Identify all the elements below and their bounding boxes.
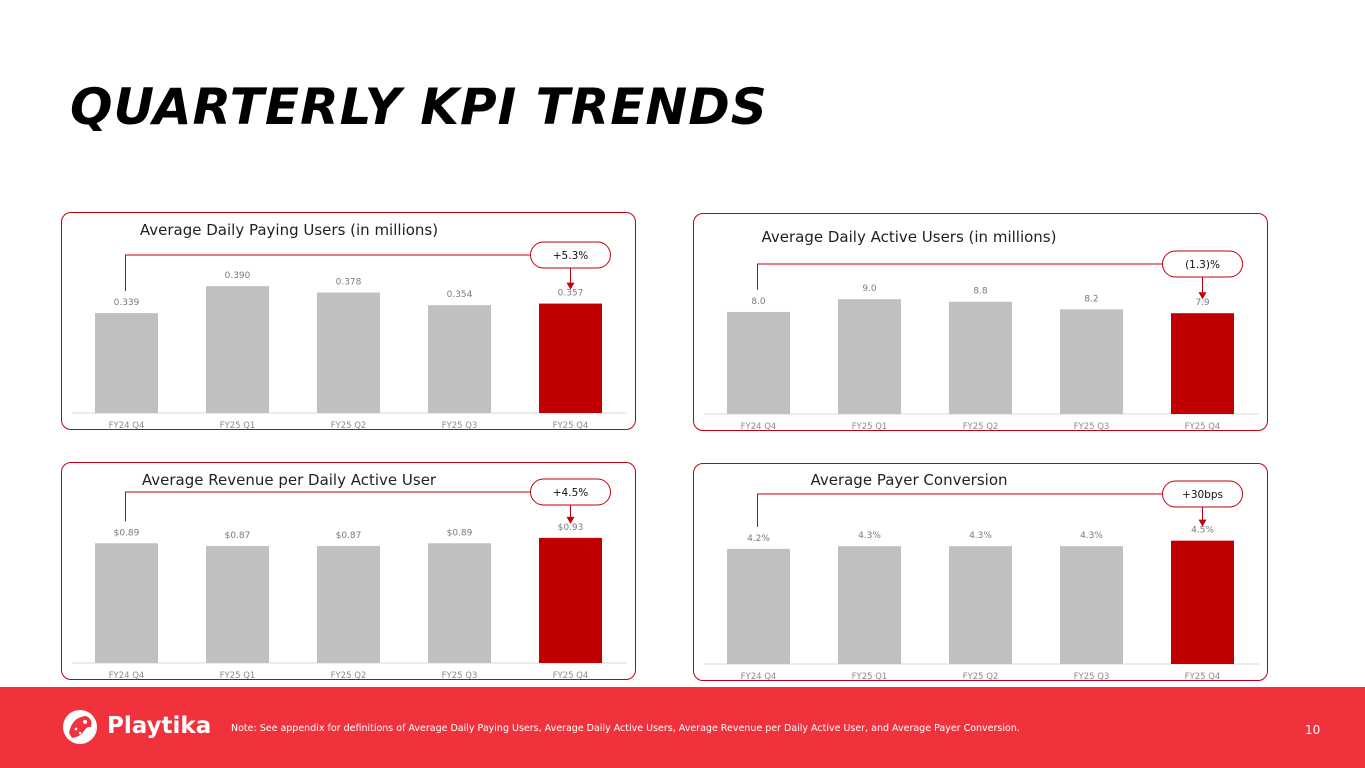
category-tick-label: FY25 Q4 bbox=[1185, 672, 1221, 681]
category-tick-label: FY24 Q4 bbox=[741, 422, 777, 431]
chart-panel-payer-conversion: Average Payer Conversion 4.2% FY24 Q4 4.3% F… bbox=[693, 463, 1268, 681]
bar bbox=[428, 305, 491, 413]
bar bbox=[838, 299, 901, 414]
bar bbox=[539, 537, 602, 663]
change-arrow-icon bbox=[566, 282, 575, 290]
data-label: 4.3% bbox=[969, 531, 992, 541]
bar bbox=[1171, 313, 1234, 414]
category-tick-label: FY25 Q3 bbox=[442, 421, 478, 430]
bar bbox=[838, 546, 901, 664]
change-bracket bbox=[757, 493, 1163, 527]
brand-logo: Playtika bbox=[60, 707, 212, 747]
bar bbox=[949, 546, 1012, 664]
category-tick-label: FY25 Q2 bbox=[963, 672, 999, 681]
category-tick-label: FY25 Q2 bbox=[331, 671, 367, 680]
category-tick-label: FY25 Q1 bbox=[852, 422, 888, 431]
bar bbox=[206, 286, 269, 413]
footer-bar: Playtika Note: See appendix for definiti… bbox=[0, 687, 1365, 768]
data-label: $0.87 bbox=[336, 531, 362, 541]
change-arrow-icon bbox=[1198, 292, 1207, 300]
data-label: 9.0 bbox=[862, 284, 877, 294]
change-label: (1.3)% bbox=[1185, 259, 1220, 271]
data-label: 0.378 bbox=[336, 277, 362, 287]
bar bbox=[317, 292, 380, 413]
category-tick-label: FY25 Q1 bbox=[220, 421, 256, 430]
data-label: 4.3% bbox=[858, 531, 881, 541]
chart-title: Average Daily Active Users (in millions) bbox=[762, 228, 1057, 246]
bar bbox=[539, 303, 602, 413]
chart-panel-daily-active-users: Average Daily Active Users (in millions)… bbox=[693, 213, 1268, 431]
category-tick-label: FY25 Q3 bbox=[442, 671, 478, 680]
change-bracket bbox=[125, 254, 531, 292]
chart-title: Average Revenue per Daily Active User bbox=[142, 471, 437, 489]
data-label: 4.3% bbox=[1080, 531, 1103, 541]
category-tick-label: FY25 Q2 bbox=[331, 421, 367, 430]
change-arrow-icon bbox=[1198, 519, 1207, 527]
category-tick-label: FY25 Q1 bbox=[852, 672, 888, 681]
data-label: 7.9 bbox=[1195, 298, 1210, 308]
category-tick-label: FY25 Q3 bbox=[1074, 422, 1110, 431]
bar bbox=[727, 311, 790, 414]
data-label: 0.357 bbox=[558, 289, 584, 299]
bar bbox=[95, 543, 158, 663]
bar-chart-svg: Average Revenue per Daily Active User $0.… bbox=[72, 471, 627, 680]
chart-title: Average Daily Paying Users (in millions) bbox=[140, 221, 438, 239]
change-label: +30bps bbox=[1182, 489, 1223, 501]
footnote: Note: See appendix for definitions of Av… bbox=[231, 723, 1020, 734]
category-tick-label: FY24 Q4 bbox=[109, 421, 145, 430]
change-label: +5.3% bbox=[553, 250, 588, 262]
page-number: 10 bbox=[1305, 723, 1321, 737]
bar bbox=[1060, 309, 1123, 414]
category-tick-label: FY25 Q2 bbox=[963, 422, 999, 431]
data-label: 4.5% bbox=[1191, 526, 1214, 536]
page-title: QUARTERLY KPI TRENDS bbox=[70, 78, 768, 136]
data-label: 8.8 bbox=[973, 287, 988, 297]
change-bracket bbox=[757, 263, 1163, 290]
category-tick-label: FY25 Q4 bbox=[553, 421, 589, 430]
data-label: 8.2 bbox=[1084, 294, 1098, 304]
brand-name: Playtika bbox=[107, 713, 212, 739]
change-label: +4.5% bbox=[553, 487, 588, 499]
change-bracket bbox=[125, 491, 531, 522]
data-label: 0.354 bbox=[447, 290, 473, 300]
bar bbox=[428, 543, 491, 663]
bar-chart-svg: Average Payer Conversion 4.2% FY24 Q4 4.3% F… bbox=[704, 471, 1259, 681]
chart-title: Average Payer Conversion bbox=[810, 471, 1007, 489]
category-tick-label: FY25 Q4 bbox=[553, 671, 589, 680]
data-label: $0.89 bbox=[114, 528, 140, 538]
category-tick-label: FY24 Q4 bbox=[109, 671, 145, 680]
bar bbox=[95, 313, 158, 413]
bar-chart-svg: Average Daily Active Users (in millions)… bbox=[704, 228, 1259, 431]
bar-chart-svg: Average Daily Paying Users (in millions)… bbox=[72, 221, 627, 430]
category-tick-label: FY25 Q3 bbox=[1074, 672, 1110, 681]
change-arrow-icon bbox=[566, 516, 575, 524]
bar bbox=[317, 545, 380, 663]
bar bbox=[1060, 546, 1123, 664]
category-tick-label: FY25 Q1 bbox=[220, 671, 256, 680]
category-tick-label: FY24 Q4 bbox=[741, 672, 777, 681]
bar bbox=[206, 545, 269, 663]
data-label: $0.93 bbox=[558, 523, 584, 533]
data-label: 4.2% bbox=[747, 534, 770, 544]
chart-panel-arpdau: Average Revenue per Daily Active User $0.… bbox=[61, 462, 636, 680]
data-label: $0.89 bbox=[447, 528, 473, 538]
bar bbox=[949, 301, 1012, 414]
chart-panel-daily-paying-users: Average Daily Paying Users (in millions)… bbox=[61, 212, 636, 430]
cheetah-logo-icon bbox=[63, 710, 97, 744]
category-tick-label: FY25 Q4 bbox=[1185, 422, 1221, 431]
data-label: 0.339 bbox=[114, 298, 140, 308]
data-label: $0.87 bbox=[225, 531, 251, 541]
bar bbox=[727, 548, 790, 664]
data-label: 8.0 bbox=[751, 297, 766, 307]
data-label: 0.390 bbox=[225, 271, 251, 281]
bar bbox=[1171, 540, 1234, 664]
